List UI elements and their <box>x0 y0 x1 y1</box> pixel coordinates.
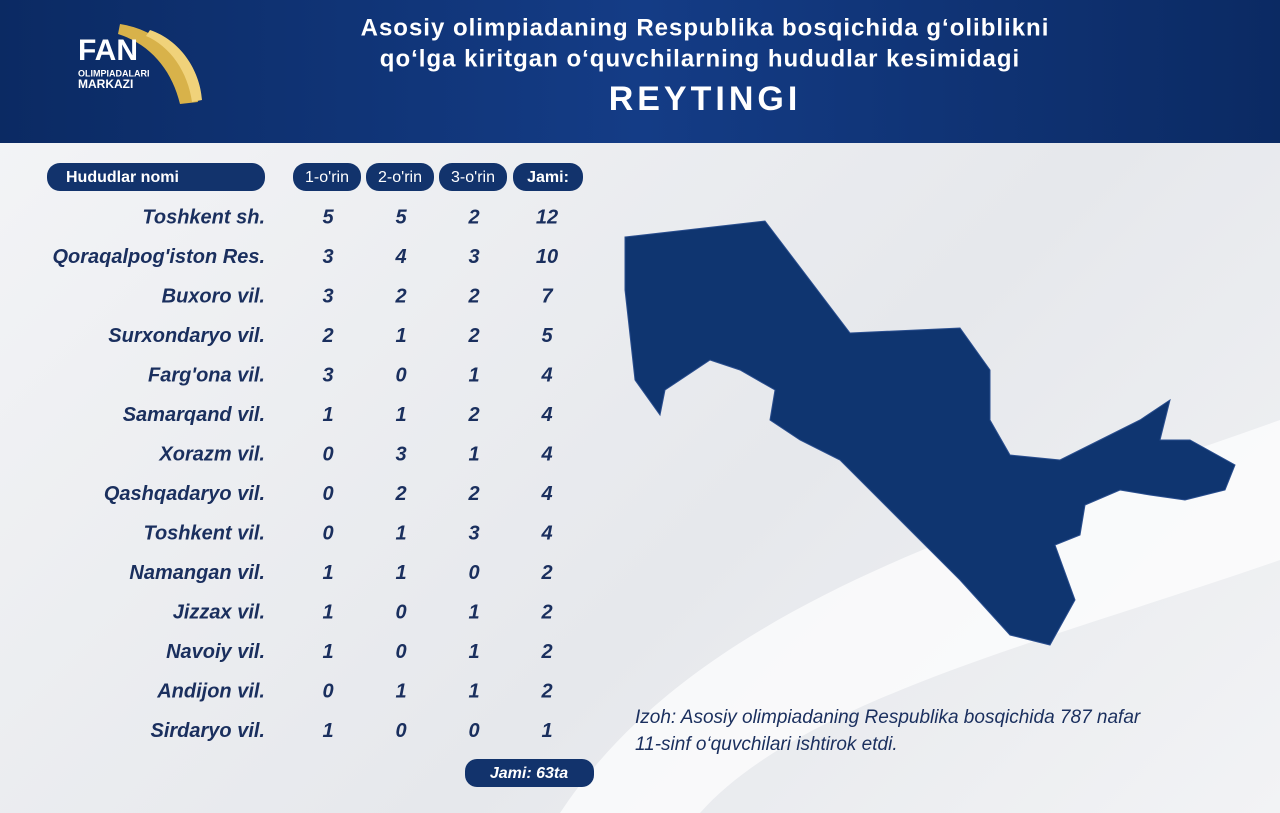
cell-value: 0 <box>322 522 333 544</box>
cell-value: 1 <box>395 325 406 347</box>
logo-line: MARKAZI <box>78 77 133 91</box>
cell-value: 4 <box>540 404 552 426</box>
cell-value: 1 <box>395 562 406 584</box>
column-header: 1-o'rin <box>305 169 349 186</box>
region-name: Toshkent vil. <box>143 522 265 544</box>
column-pill <box>47 163 265 191</box>
logo-line: OLIMPIADALARI <box>78 68 150 78</box>
cell-value: 0 <box>468 720 479 742</box>
cell-value: 3 <box>322 285 333 307</box>
note: Izoh: Asosiy olimpiadaning Respublika bo… <box>635 707 1141 728</box>
region-name: Qoraqalpog'iston Res. <box>52 246 265 268</box>
cell-value: 4 <box>540 443 552 465</box>
cell-value: 2 <box>467 404 479 426</box>
column-pill <box>439 163 507 191</box>
cell-value: 3 <box>395 443 406 465</box>
cell-value: 0 <box>395 364 406 386</box>
cell-value: 3 <box>468 522 479 544</box>
logo-name: FAN <box>78 34 138 67</box>
region-name: Namangan vil. <box>129 562 265 584</box>
title: Asosiy olimpiadaning Respublika bosqichi… <box>361 14 1050 41</box>
cell-value: 3 <box>322 246 333 268</box>
cell-value: 7 <box>541 285 553 307</box>
cell-value: 1 <box>322 720 333 742</box>
column-pill <box>513 163 583 191</box>
column-header: Jami: <box>527 169 569 186</box>
decor-ribbon <box>560 420 1280 813</box>
region-name: Navoiy vil. <box>166 641 265 663</box>
cell-value: 0 <box>395 641 406 663</box>
column-pill <box>293 163 361 191</box>
region-name: Jizzax vil. <box>173 601 265 623</box>
cell-value: 0 <box>322 680 333 702</box>
cell-value: 1 <box>468 364 479 386</box>
cell-value: 1 <box>468 641 479 663</box>
cell-value: 1 <box>322 601 333 623</box>
cell-value: 12 <box>536 206 558 228</box>
region-name: Farg'ona vil. <box>148 364 265 386</box>
cell-value: 1 <box>541 720 552 742</box>
cell-value: 1 <box>468 680 479 702</box>
region-name: Qashqadaryo vil. <box>104 483 265 505</box>
cell-value: 3 <box>322 364 333 386</box>
cell-value: 2 <box>540 562 552 584</box>
cell-value: 1 <box>322 641 333 663</box>
cell-value: 1 <box>395 522 406 544</box>
cell-value: 0 <box>322 483 333 505</box>
cell-value: 1 <box>395 680 406 702</box>
region-name: Andijon vil. <box>156 680 265 702</box>
column-pill <box>366 163 434 191</box>
cell-value: 5 <box>395 206 407 228</box>
region-name: Xorazm vil. <box>158 443 265 465</box>
title: REYTINGI <box>609 80 802 118</box>
cell-value: 2 <box>540 601 552 623</box>
cell-value: 3 <box>468 246 479 268</box>
cell-value: 2 <box>467 285 479 307</box>
cell-value: 2 <box>540 680 552 702</box>
cell-value: 2 <box>394 483 406 505</box>
total-pill <box>465 759 594 787</box>
note: 11-sinf o‘quvchilari ishtirok etdi. <box>635 734 898 755</box>
cell-value: 1 <box>468 601 479 623</box>
cell-value: 2 <box>321 325 333 347</box>
map <box>624 220 1236 646</box>
region-name: Toshkent sh. <box>142 206 265 228</box>
title: qo‘lga kiritgan o‘quvchilarning hududlar… <box>380 45 1020 72</box>
cell-value: 1 <box>322 562 333 584</box>
cell-value: 1 <box>322 404 333 426</box>
cell-value: 4 <box>540 483 552 505</box>
logo-arc <box>118 24 198 104</box>
cell-value: 2 <box>467 483 479 505</box>
region-name: Surxondaryo vil. <box>108 325 265 347</box>
cell-value: 5 <box>541 325 553 347</box>
region-name: Sirdaryo vil. <box>151 720 266 742</box>
cell-value: 4 <box>394 246 406 268</box>
cell-value: 5 <box>322 206 334 228</box>
column-header: Hududlar nomi <box>66 169 179 186</box>
header-band <box>0 0 1280 143</box>
cell-value: 0 <box>322 443 333 465</box>
column-header: 2-o'rin <box>378 169 422 186</box>
cell-value: 2 <box>394 285 406 307</box>
cell-value: 1 <box>468 443 479 465</box>
cell-value: 0 <box>395 720 406 742</box>
cell-value: 0 <box>395 601 406 623</box>
cell-value: 4 <box>540 522 552 544</box>
cell-value: 10 <box>536 246 558 268</box>
cell-value: 2 <box>467 325 479 347</box>
cell-value: 0 <box>468 562 479 584</box>
cell-value: 2 <box>467 206 479 228</box>
total: Jami: 63ta <box>490 765 568 782</box>
cell-value: 4 <box>540 364 552 386</box>
cell-value: 1 <box>395 404 406 426</box>
column-header: 3-o'rin <box>451 169 495 186</box>
region-name: Buxoro vil. <box>162 285 265 307</box>
region-name: Samarqand vil. <box>123 404 265 426</box>
cell-value: 2 <box>540 641 552 663</box>
logo-arc <box>146 30 202 102</box>
